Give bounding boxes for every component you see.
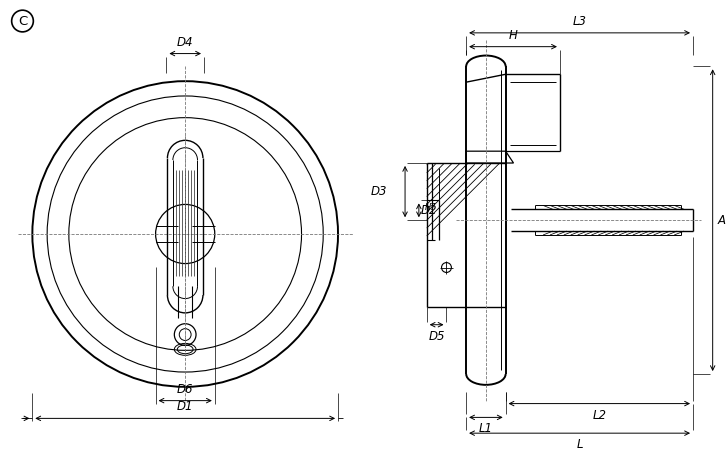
Bar: [427, 163, 505, 307]
Text: D2: D2: [421, 204, 438, 217]
Text: C: C: [18, 15, 27, 28]
Text: L2: L2: [593, 409, 606, 422]
Text: D4: D4: [177, 36, 193, 49]
Text: L3: L3: [573, 15, 587, 28]
Text: D5: D5: [428, 329, 445, 343]
Text: D6: D6: [177, 383, 193, 396]
Text: H: H: [509, 29, 518, 42]
Text: D3: D3: [371, 185, 387, 198]
Text: H7: H7: [425, 203, 436, 212]
Text: L: L: [577, 438, 583, 451]
Text: L1: L1: [479, 422, 493, 435]
Text: D1: D1: [177, 401, 193, 413]
Text: A: A: [718, 214, 726, 227]
